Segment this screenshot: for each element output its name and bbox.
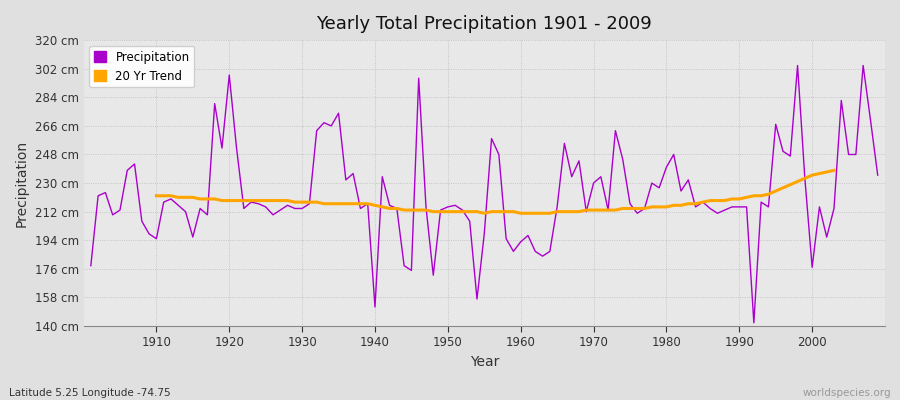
Text: Latitude 5.25 Longitude -74.75: Latitude 5.25 Longitude -74.75 bbox=[9, 388, 171, 398]
Y-axis label: Precipitation: Precipitation bbox=[15, 140, 29, 227]
Title: Yearly Total Precipitation 1901 - 2009: Yearly Total Precipitation 1901 - 2009 bbox=[317, 15, 652, 33]
X-axis label: Year: Year bbox=[470, 355, 499, 369]
Legend: Precipitation, 20 Yr Trend: Precipitation, 20 Yr Trend bbox=[89, 46, 194, 87]
Text: worldspecies.org: worldspecies.org bbox=[803, 388, 891, 398]
